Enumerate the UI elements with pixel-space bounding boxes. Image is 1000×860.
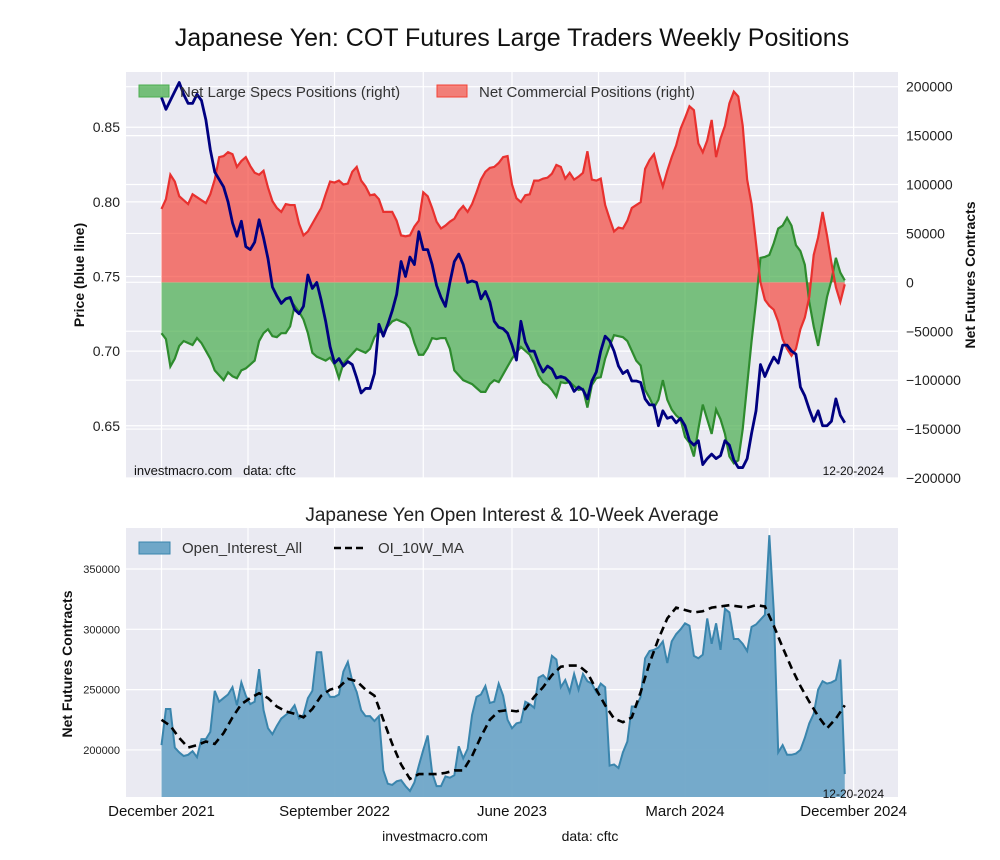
open-interest-tick-label: 350000 <box>83 564 120 576</box>
legend-label-specs: Net Large Specs Positions (right) <box>180 84 400 101</box>
open-interest-tick-label: 250000 <box>83 685 120 697</box>
contracts-tick-label: −200000 <box>906 470 961 486</box>
price-tick-label: 0.65 <box>93 418 120 434</box>
commercial-area <box>161 91 845 356</box>
positions-legend: Net Large Specs Positions (right) Net Co… <box>138 84 695 101</box>
x-tick-label: June 2023 <box>477 803 547 820</box>
positions-areas <box>160 89 846 465</box>
contracts-tick-label: −150000 <box>906 421 961 437</box>
open-interest-legend: Open_Interest_All OI_10W_MA <box>138 540 464 557</box>
specs-line <box>160 215 846 465</box>
open-interest-areas <box>160 535 846 797</box>
open-interest-tick-label: 300000 <box>83 624 120 636</box>
x-tick-label: December 2024 <box>800 803 907 820</box>
price-axis-label: Price (blue line) <box>71 223 87 327</box>
ma-line <box>160 603 846 781</box>
open-interest-line <box>160 535 846 793</box>
positions-chart: 0.65 0.70 0.75 0.80 0.85 −200000 −150000 −1000… <box>71 72 978 486</box>
open-interest-date-stamp: 12-20-2024 <box>823 787 885 801</box>
open-interest-tick-label: 200000 <box>83 745 120 757</box>
legend-item-commercial[interactable]: Net Commercial Positions (right) <box>436 84 695 101</box>
figure-title: Japanese Yen: COT Futures Large Traders … <box>175 24 849 52</box>
legend-label-commercial: Net Commercial Positions (right) <box>479 84 695 101</box>
price-tick-label: 0.80 <box>93 194 120 210</box>
legend-label-ma: OI_10W_MA <box>378 540 464 557</box>
contracts-tick-label: 0 <box>906 274 914 290</box>
commercial-line <box>160 89 846 358</box>
positions-watermark: investmacro.com data: cftc <box>134 463 296 478</box>
net-contracts-axis: −200000 −150000 −100000 −50000 0 50000 100000 1… <box>906 79 961 486</box>
legend-swatch-commercial <box>436 84 468 98</box>
net-contracts-axis-label: Net Futures Contracts <box>962 201 978 348</box>
open-interest-x-axis: December 2021 September 2022 June 2023 Marc… <box>108 803 907 820</box>
contracts-tick-label: −100000 <box>906 372 961 388</box>
open-interest-lines <box>160 603 846 781</box>
price-tick-label: 0.75 <box>93 268 120 284</box>
price-line <box>160 81 846 469</box>
positions-lines <box>160 81 846 469</box>
legend-swatch-specs <box>138 84 170 98</box>
open-interest-title: Japanese Yen Open Interest & 10-Week Ave… <box>305 505 718 526</box>
contracts-tick-label: 150000 <box>906 128 953 144</box>
price-axis: 0.65 0.70 0.75 0.80 0.85 <box>93 119 120 434</box>
footer-site: investmacro.com <box>382 828 488 844</box>
open-interest-y-axis: 200000 250000 300000 350000 <box>83 564 120 757</box>
x-tick-label: December 2021 <box>108 803 215 820</box>
legend-swatch-open-interest <box>138 541 171 555</box>
price-tick-label: 0.70 <box>93 343 120 359</box>
legend-item-ma[interactable]: OI_10W_MA <box>334 540 464 557</box>
x-tick-label: March 2024 <box>645 803 724 820</box>
open-interest-y-label: Net Futures Contracts <box>59 590 75 737</box>
open-interest-area <box>161 535 845 797</box>
x-tick-label: September 2022 <box>279 803 390 820</box>
price-tick-label: 0.85 <box>93 119 120 135</box>
legend-item-specs[interactable]: Net Large Specs Positions (right) <box>138 84 400 101</box>
legend-label-open-interest: Open_Interest_All <box>182 540 302 557</box>
specs-area <box>161 217 845 464</box>
legend-item-open-interest[interactable]: Open_Interest_All <box>138 540 302 557</box>
contracts-tick-label: 100000 <box>906 177 953 193</box>
contracts-tick-label: 50000 <box>906 225 945 241</box>
contracts-tick-label: 200000 <box>906 79 953 95</box>
positions-date-stamp: 12-20-2024 <box>823 464 885 478</box>
contracts-tick-label: −50000 <box>906 323 953 339</box>
footer-source: data: cftc <box>562 828 619 844</box>
open-interest-chart: 200000 250000 300000 350000 December 2021 Se… <box>59 528 943 820</box>
